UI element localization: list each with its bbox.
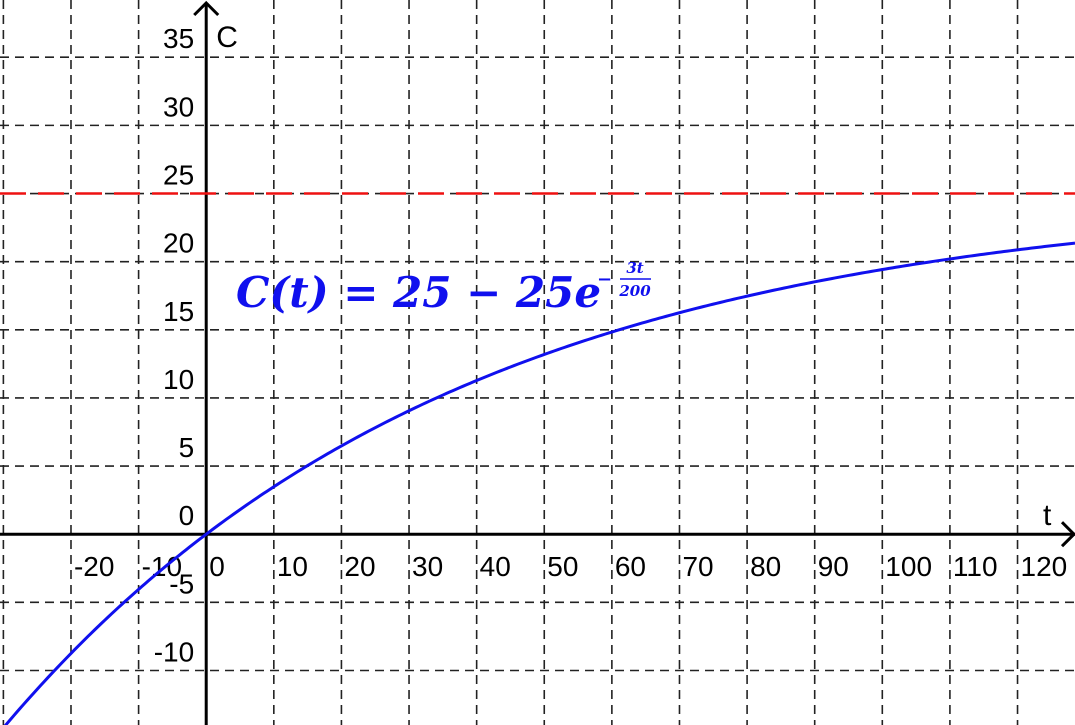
y-tick-label: 10 <box>163 364 194 395</box>
formula-exponent-numerator: 3t <box>626 259 643 277</box>
y-tick-label: -5 <box>169 568 194 599</box>
y-tick-label: 0 <box>179 500 195 531</box>
x-tick-label: 70 <box>682 551 713 582</box>
tick-labels: tC-20 -10 0 10 20 30 40 50 60 70 80 90 100 110 120-10-… <box>74 21 1067 667</box>
x-tick-label: 30 <box>412 551 443 582</box>
x-tick-label: 100 <box>885 551 932 582</box>
formula-exponent-sign: − <box>597 269 612 290</box>
y-axis-arrow-icon <box>193 0 220 17</box>
y-tick-label: 20 <box>163 228 194 259</box>
x-tick-label: 0 <box>209 551 225 582</box>
y-tick-label: 5 <box>179 432 195 463</box>
x-tick-label: 10 <box>277 551 308 582</box>
x-tick-label: 20 <box>344 551 375 582</box>
series <box>0 192 1075 725</box>
x-axis-arrow-icon <box>1060 521 1075 548</box>
x-tick-label: 110 <box>953 551 998 582</box>
formula-exponent-denominator: 200 <box>618 282 651 300</box>
x-tick-label: 50 <box>547 551 578 582</box>
x-tick-label: 60 <box>615 551 646 582</box>
x-tick-label: 40 <box>480 551 511 582</box>
formula-main: C(t) = 25 − 25e <box>236 268 601 317</box>
x-tick-label: -10 <box>142 551 182 582</box>
y-tick-label: 35 <box>163 23 194 54</box>
x-axis-label: t <box>1043 499 1052 532</box>
x-tick-label: 120 <box>1021 551 1068 582</box>
x-tick-label: 80 <box>750 551 781 582</box>
x-tick-label: -20 <box>74 551 114 582</box>
x-tick-label: 90 <box>818 551 849 582</box>
y-axis-label: C <box>216 21 238 54</box>
y-tick-label: 15 <box>163 296 194 327</box>
curve-line <box>3 241 1075 725</box>
y-tick-label: 30 <box>163 91 194 122</box>
formula-annotation: C(t) = 25 − 25e − 3t 200 <box>236 259 651 317</box>
y-tick-label: 25 <box>163 160 194 191</box>
y-tick-label: -10 <box>154 636 194 667</box>
